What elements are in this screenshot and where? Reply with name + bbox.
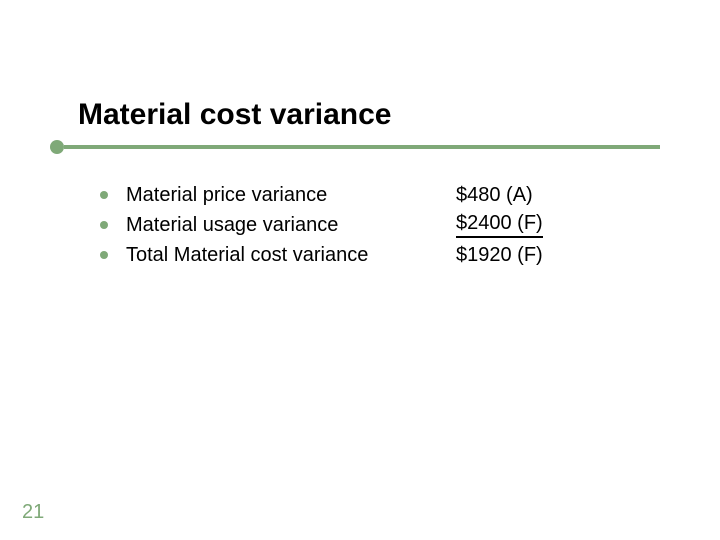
item-value: $2400 (F): [456, 212, 576, 238]
page-number: 21: [22, 501, 44, 524]
slide: Material cost variance Material price va…: [0, 0, 720, 540]
bullet-icon: [100, 191, 108, 199]
list-item: Total Material cost variance $1920 (F): [100, 240, 660, 270]
bullet-icon: [100, 221, 108, 229]
rule-line: [64, 145, 660, 149]
content-list: Material price variance $480 (A) Materia…: [100, 180, 660, 270]
list-item: Material price variance $480 (A): [100, 180, 660, 210]
title-rule: [50, 140, 660, 154]
item-label: Material price variance: [126, 184, 456, 207]
item-value: $480 (A): [456, 184, 576, 207]
bullet-icon: [100, 251, 108, 259]
item-label: Material usage variance: [126, 214, 456, 237]
item-value: $1920 (F): [456, 244, 576, 267]
slide-title: Material cost variance: [78, 98, 392, 132]
list-item: Material usage variance $2400 (F): [100, 210, 660, 240]
rule-dot-icon: [50, 140, 64, 154]
item-label: Total Material cost variance: [126, 244, 456, 267]
